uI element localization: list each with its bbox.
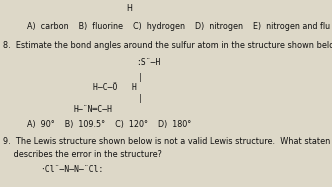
Text: |: | (138, 73, 143, 82)
Text: describes the error in the structure?: describes the error in the structure? (3, 150, 162, 159)
Text: H: H (126, 4, 132, 13)
Text: :S̈—H: :S̈—H (136, 58, 160, 67)
Text: ·Cl̈—N—N—¨Cl:: ·Cl̈—N—N—¨Cl: (40, 165, 103, 174)
Text: H—¨N═C—H: H—¨N═C—H (73, 105, 112, 114)
Text: H—C—Ö   H: H—C—Ö H (93, 83, 137, 92)
Text: A)  90°    B)  109.5°    C)  120°    D)  180°: A) 90° B) 109.5° C) 120° D) 180° (27, 120, 191, 129)
Text: 8.  Estimate the bond angles around the sulfur atom in the structure shown below: 8. Estimate the bond angles around the s… (3, 41, 332, 50)
Text: |: | (138, 94, 143, 103)
Text: A)  carbon    B)  fluorine    C)  hydrogen    D)  nitrogen    E)  nitrogen and f: A) carbon B) fluorine C) hydrogen D) nit… (27, 22, 330, 31)
Text: 9.  The Lewis structure shown below is not a valid Lewis structure.  What staten: 9. The Lewis structure shown below is no… (3, 137, 331, 146)
